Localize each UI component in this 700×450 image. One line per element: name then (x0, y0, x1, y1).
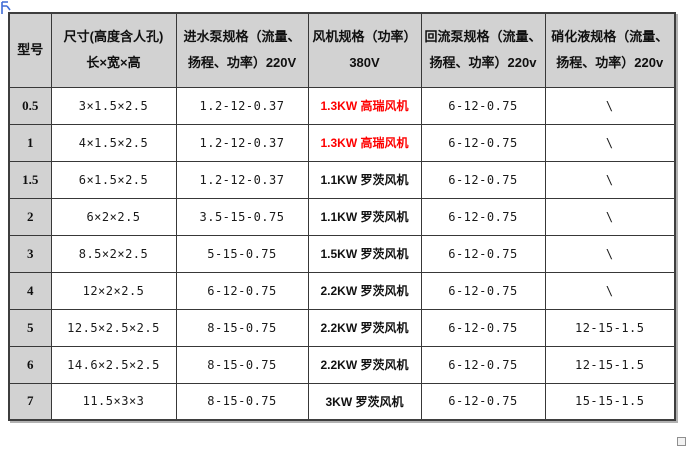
cell-return-pump: 6-12-0.75 (420, 382, 546, 421)
header-size-line2: 长×宽×高 (86, 55, 141, 71)
cell-nitration: 12-15-1.5 (544, 345, 676, 384)
cell-inlet-pump: 1.2-12-0.37 (175, 86, 309, 125)
cell-return-pump: 6-12-0.75 (420, 160, 546, 199)
cell-fan: 3KW 罗茨风机 (307, 382, 422, 421)
cell-return-pump: 6-12-0.75 (420, 86, 546, 125)
cell-nitration: \ (544, 271, 676, 310)
cell-model: 2 (8, 197, 52, 236)
cell-size: 12×2×2.5 (50, 271, 177, 310)
cell-size: 3×1.5×2.5 (50, 86, 177, 125)
cell-model: 5 (8, 308, 52, 347)
cell-return-pump: 6-12-0.75 (420, 271, 546, 310)
table-row: 7 11.5×3×3 8-15-0.75 3KW 罗茨风机 6-12-0.75 15-15… (8, 382, 676, 421)
cell-model: 3 (8, 234, 52, 273)
cell-nitration: \ (544, 160, 676, 199)
header-size-line1: 尺寸(高度含人孔) (63, 29, 164, 45)
cell-size: 12.5×2.5×2.5 (50, 308, 177, 347)
cell-size: 4×1.5×2.5 (50, 123, 177, 162)
cell-inlet-pump: 1.2-12-0.37 (175, 123, 309, 162)
cell-inlet-pump: 8-15-0.75 (175, 308, 309, 347)
cell-nitration: \ (544, 234, 676, 273)
table-row: 4 12×2×2.5 6-12-0.75 2.2KW 罗茨风机 6-12-0.75 \ (8, 271, 676, 310)
table-row: 0.5 3×1.5×2.5 1.2-12-0.37 1.3KW 高瑞风机 6-12-0.… (8, 86, 676, 125)
header-inlet-pump: 进水泵规格（流量、 扬程、功率）220V (175, 12, 309, 88)
cell-nitration: \ (544, 86, 676, 125)
cell-return-pump: 6-12-0.75 (420, 123, 546, 162)
cell-fan: 1.5KW 罗茨风机 (307, 234, 422, 273)
cell-inlet-pump: 1.2-12-0.37 (175, 160, 309, 199)
header-return-pump: 回流泵规格（流量、 扬程、功率）220v (420, 12, 546, 88)
cell-size: 8.5×2×2.5 (50, 234, 177, 273)
cell-inlet-pump: 3.5-15-0.75 (175, 197, 309, 236)
table-anchor-icon[interactable] (1, 1, 12, 15)
cell-fan: 1.1KW 罗茨风机 (307, 160, 422, 199)
cell-nitration: 15-15-1.5 (544, 382, 676, 421)
table-row: 2 6×2×2.5 3.5-15-0.75 1.1KW 罗茨风机 6-12-0.75 \ (8, 197, 676, 236)
cell-return-pump: 6-12-0.75 (420, 197, 546, 236)
cell-size: 6×1.5×2.5 (50, 160, 177, 199)
cell-fan: 2.2KW 罗茨风机 (307, 308, 422, 347)
header-nitration: 硝化液规格（流量、 扬程、功率）220v (544, 12, 676, 88)
cell-size: 11.5×3×3 (50, 382, 177, 421)
header-nitration-line2: 扬程、功率）220v (556, 55, 664, 71)
header-return-line2: 扬程、功率）220v (429, 55, 537, 71)
header-row: 型号 尺寸(高度含人孔) 长×宽×高 进水泵规格（流量、 扬程、功率）220V … (8, 12, 676, 88)
header-inlet-line1: 进水泵规格（流量、 (183, 29, 301, 45)
cell-nitration: \ (544, 197, 676, 236)
table-row: 5 12.5×2.5×2.5 8-15-0.75 2.2KW 罗茨风机 6-12-0.7… (8, 308, 676, 347)
cell-inlet-pump: 5-15-0.75 (175, 234, 309, 273)
cell-inlet-pump: 8-15-0.75 (175, 345, 309, 384)
header-size: 尺寸(高度含人孔) 长×宽×高 (50, 12, 177, 88)
cell-model: 0.5 (8, 86, 52, 125)
cell-fan: 1.3KW 高瑞风机 (307, 86, 422, 125)
header-model: 型号 (8, 12, 52, 88)
cell-model: 6 (8, 345, 52, 384)
cell-fan: 2.2KW 罗茨风机 (307, 345, 422, 384)
table-row: 1.5 6×1.5×2.5 1.2-12-0.37 1.1KW 罗茨风机 6-12-0.… (8, 160, 676, 199)
header-model-label: 型号 (17, 42, 44, 58)
cell-model: 1.5 (8, 160, 52, 199)
header-inlet-line2: 扬程、功率）220V (187, 55, 297, 71)
table-row: 6 14.6×2.5×2.5 8-15-0.75 2.2KW 罗茨风机 6-12-0.7… (8, 345, 676, 384)
cell-return-pump: 6-12-0.75 (420, 234, 546, 273)
cell-size: 14.6×2.5×2.5 (50, 345, 177, 384)
table-row: 3 8.5×2×2.5 5-15-0.75 1.5KW 罗茨风机 6-12-0.75 \ (8, 234, 676, 273)
table-row: 1 4×1.5×2.5 1.2-12-0.37 1.3KW 高瑞风机 6-12-0.75… (8, 123, 676, 162)
cell-nitration: 12-15-1.5 (544, 308, 676, 347)
cell-model: 4 (8, 271, 52, 310)
table-resize-handle[interactable] (677, 437, 686, 446)
header-fan-line1: 风机规格（功率） (312, 29, 417, 45)
cell-model: 7 (8, 382, 52, 421)
cell-fan: 1.1KW 罗茨风机 (307, 197, 422, 236)
cell-size: 6×2×2.5 (50, 197, 177, 236)
spec-table: 型号 尺寸(高度含人孔) 长×宽×高 进水泵规格（流量、 扬程、功率）220V … (8, 12, 676, 421)
cell-nitration: \ (544, 123, 676, 162)
cell-fan: 2.2KW 罗茨风机 (307, 271, 422, 310)
header-nitration-line1: 硝化液规格（流量、 (551, 29, 669, 45)
cell-return-pump: 6-12-0.75 (420, 345, 546, 384)
cell-return-pump: 6-12-0.75 (420, 308, 546, 347)
header-fan: 风机规格（功率） 380V (307, 12, 422, 88)
header-fan-line2: 380V (349, 55, 380, 71)
cell-fan: 1.3KW 高瑞风机 (307, 123, 422, 162)
cell-inlet-pump: 6-12-0.75 (175, 271, 309, 310)
header-return-line1: 回流泵规格（流量、 (424, 29, 542, 45)
cell-model: 1 (8, 123, 52, 162)
cell-inlet-pump: 8-15-0.75 (175, 382, 309, 421)
